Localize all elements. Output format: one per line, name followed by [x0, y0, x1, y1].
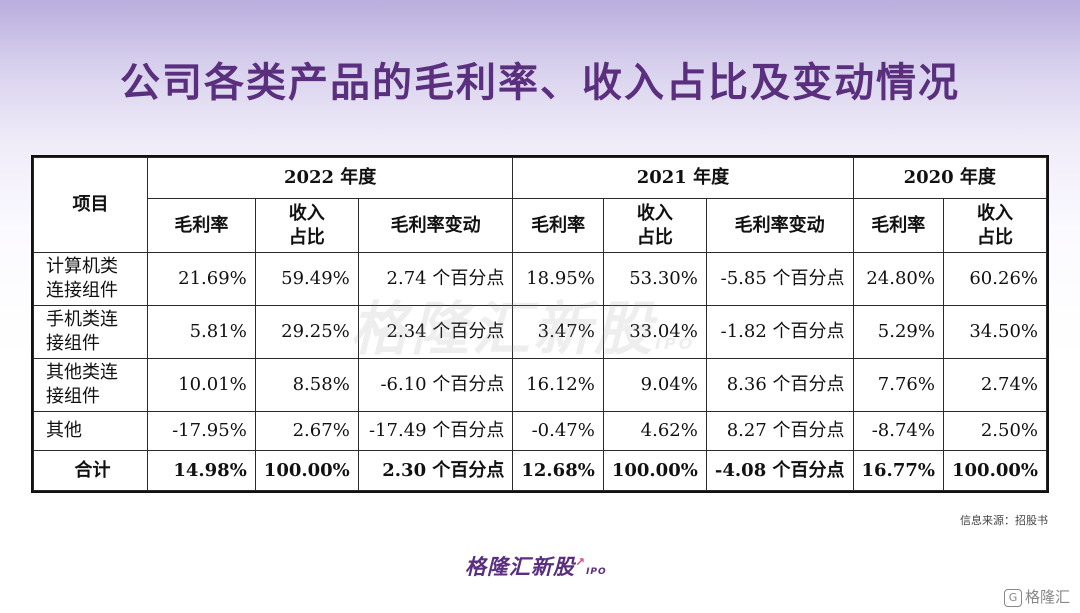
- year-2022-header: 2022 年度: [146, 157, 514, 199]
- cell-margin-2022: 10.01%: [146, 358, 256, 412]
- cell-margin-2020: 24.80%: [852, 252, 944, 306]
- item-line2: 接组件: [46, 386, 100, 407]
- brand-logo: 格隆汇新股↗IPO: [465, 551, 607, 581]
- row-item-label: 其他类连 接组件: [33, 358, 148, 412]
- year-2021-header: 2021 年度: [512, 157, 854, 199]
- cell-share-2022: 2.67%: [254, 411, 359, 451]
- total-margin-2020: 16.77%: [852, 450, 944, 491]
- cell-margin-2020: 7.76%: [852, 358, 944, 412]
- cell-share-2022: 29.25%: [254, 305, 359, 359]
- source-note: 信息来源：招股书: [960, 514, 1048, 527]
- margin-header-2022: 毛利率: [146, 198, 256, 253]
- cell-share-2021: 4.62%: [602, 411, 707, 451]
- total-share-2020: 100.00%: [942, 450, 1048, 491]
- arrow-up-icon: ↗: [575, 555, 587, 569]
- cell-change-2022: -17.49 个百分点: [357, 411, 514, 451]
- share-header-line2: 占比: [976, 226, 1013, 248]
- total-margin-2021: 12.68%: [512, 450, 604, 491]
- corner-watermark: G 格隆汇: [1003, 586, 1070, 607]
- table-row: 计算机类 连接组件 21.69% 59.49% 2.74 个百分点 18.95% …: [33, 252, 1048, 306]
- cell-margin-2022: 21.69%: [146, 252, 256, 306]
- brand-ipo: IPO: [586, 567, 607, 577]
- item-line2: 连接组件: [46, 280, 118, 301]
- row-item-label: 计算机类 连接组件: [33, 252, 148, 306]
- total-share-2021: 100.00%: [602, 450, 707, 491]
- cell-share-2020: 2.50%: [942, 411, 1048, 451]
- cell-margin-2021: 3.47%: [512, 305, 604, 359]
- change-header-2022: 毛利率变动: [357, 198, 514, 253]
- total-label: 合计: [33, 450, 148, 491]
- row-item-label: 手机类连 接组件: [33, 305, 148, 359]
- item-line1: 手机类连: [46, 309, 118, 330]
- sub-header-row: 毛利率 收入 占比 毛利率变动 毛利率 收入 占比 毛利率变动 毛利率 收入 占比: [34, 198, 1048, 253]
- row-item-label: 其他: [33, 411, 148, 451]
- share-header-line2: 占比: [288, 226, 325, 248]
- total-share-2022: 100.00%: [254, 450, 359, 491]
- table-row: 其他 -17.95% 2.67% -17.49 个百分点 -0.47% 4.62…: [33, 411, 1048, 451]
- share-header-2021: 收入 占比: [602, 198, 707, 253]
- cell-change-2022: 2.34 个百分点: [357, 305, 514, 359]
- item-line2: 接组件: [46, 333, 100, 354]
- total-margin-2022: 14.98%: [146, 450, 256, 491]
- margin-header-2021: 毛利率: [512, 198, 604, 253]
- cell-share-2021: 9.04%: [602, 358, 707, 412]
- cell-share-2022: 59.49%: [254, 252, 359, 306]
- cell-change-2021: -1.82 个百分点: [705, 305, 854, 359]
- item-line1: 计算机类: [46, 256, 118, 277]
- cell-change-2021: 8.27 个百分点: [705, 411, 854, 451]
- gross-margin-table: 项目 2022 年度 2021 年度 2020 年度 毛利率 收入 占比 毛利率变…: [31, 155, 1049, 493]
- logo-icon: G: [1003, 588, 1022, 607]
- share-header-line1: 收入: [976, 202, 1013, 224]
- item-line1: 其他类连: [46, 362, 118, 383]
- cell-share-2020: 60.26%: [942, 252, 1048, 306]
- year-header-row: 项目 2022 年度 2021 年度 2020 年度: [33, 157, 1047, 253]
- share-header-2022: 收入 占比: [254, 198, 359, 253]
- cell-margin-2021: -0.47%: [512, 411, 604, 451]
- share-header-line2: 占比: [636, 226, 673, 248]
- share-header-line1: 收入: [288, 202, 325, 224]
- cell-change-2022: -6.10 个百分点: [357, 358, 514, 412]
- cell-change-2021: 8.36 个百分点: [705, 358, 854, 412]
- table-row: 手机类连接组件 5.81% 29.25% 2.34 个百分点 3.47% 33.…: [33, 305, 1048, 359]
- year-2020-header: 2020 年度: [852, 157, 1047, 199]
- share-header-line1: 收入: [636, 202, 673, 224]
- cell-share-2020: 34.50%: [942, 305, 1048, 359]
- cell-margin-2022: 5.81%: [146, 305, 256, 359]
- table-row: 其他类连接组件 10.01% 8.58% -6.10 个百分点 16.12% 9…: [33, 358, 1048, 412]
- cell-share-2022: 8.58%: [254, 358, 359, 412]
- cell-share-2020: 2.74%: [942, 358, 1048, 412]
- cell-margin-2021: 18.95%: [512, 252, 604, 306]
- total-change-2022: 2.30 个百分点: [357, 450, 514, 491]
- cell-share-2021: 33.04%: [602, 305, 707, 359]
- cell-margin-2022: -17.95%: [146, 411, 256, 451]
- cell-margin-2020: 5.29%: [852, 305, 944, 359]
- total-change-2021: -4.08 个百分点: [705, 450, 854, 491]
- brand-text: 格隆汇新股: [465, 555, 575, 579]
- total-row: 合计 14.98% 100.00% 2.30 个百分点 12.68% 100.0…: [33, 450, 1048, 491]
- change-header-2021: 毛利率变动: [705, 198, 854, 253]
- page-title: 公司各类产品的毛利率、收入占比及变动情况: [120, 60, 960, 106]
- margin-header-2020: 毛利率: [852, 198, 944, 253]
- share-header-2020: 收入 占比: [942, 198, 1048, 253]
- corner-label: 格隆汇: [1024, 588, 1070, 606]
- item-header: 项目: [33, 157, 148, 253]
- cell-margin-2021: 16.12%: [512, 358, 604, 412]
- cell-share-2021: 53.30%: [602, 252, 707, 306]
- cell-change-2021: -5.85 个百分点: [705, 252, 854, 306]
- cell-change-2022: 2.74 个百分点: [357, 252, 514, 306]
- cell-margin-2020: -8.74%: [852, 411, 944, 451]
